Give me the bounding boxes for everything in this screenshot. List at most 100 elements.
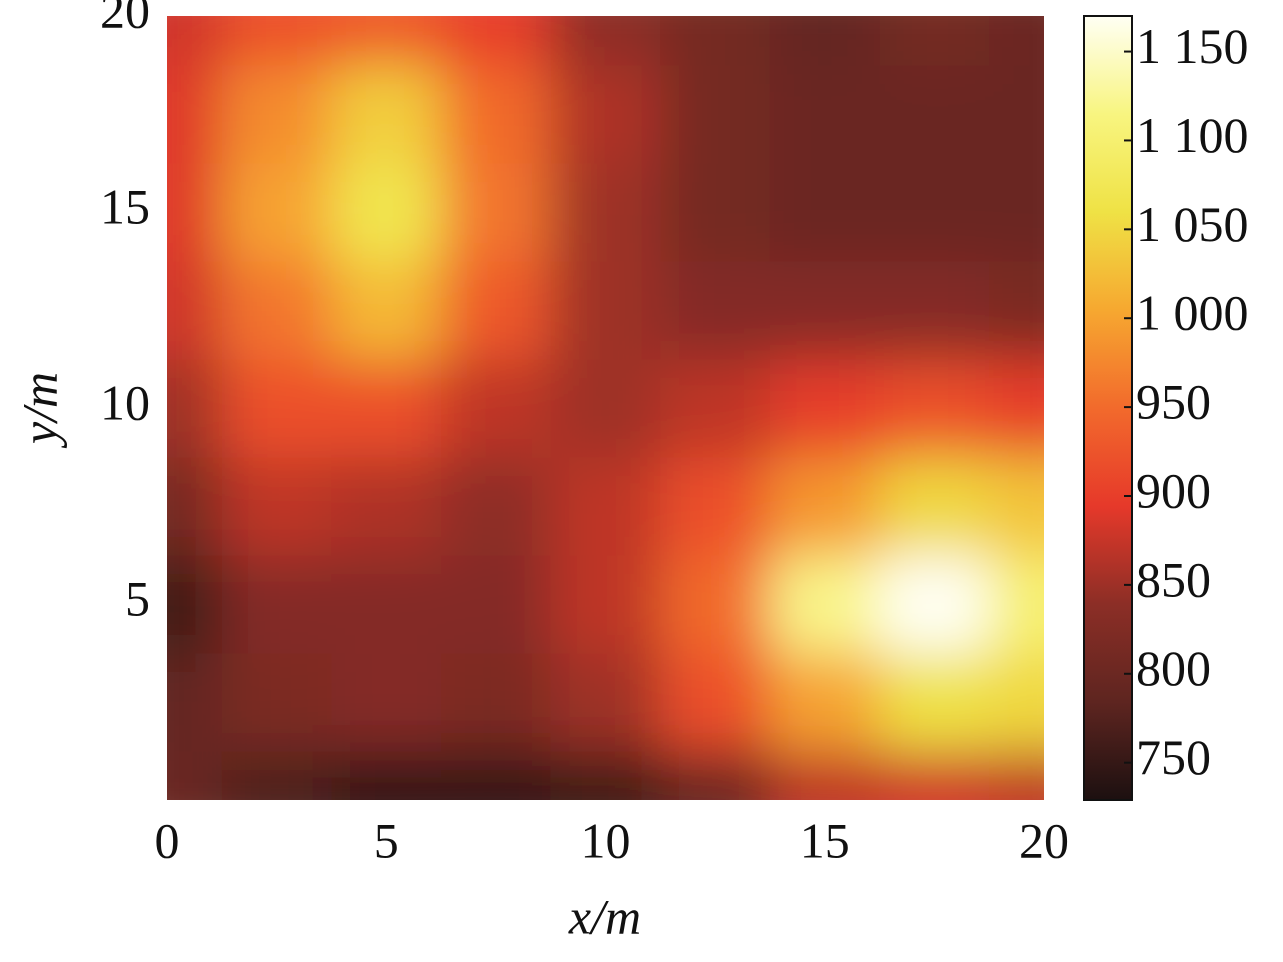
heat-cell xyxy=(167,653,223,752)
colorbar-tick-label: 850 xyxy=(1136,551,1211,607)
heat-cell xyxy=(441,16,552,66)
colorbar-tick-label: 750 xyxy=(1136,729,1211,785)
colorbar-tick-label: 1 050 xyxy=(1136,196,1249,252)
heat-cell xyxy=(660,457,771,556)
heat-cell xyxy=(989,261,1044,360)
heat-cell xyxy=(879,751,990,800)
heat-cell xyxy=(550,751,661,800)
heat-cell xyxy=(769,65,881,164)
heat-cell xyxy=(441,751,552,800)
heat-cell xyxy=(550,555,661,654)
heat-cell xyxy=(769,653,881,752)
heat-cell xyxy=(221,65,332,164)
heatmap xyxy=(167,16,1044,800)
heat-cell xyxy=(660,16,771,66)
heat-cell xyxy=(769,555,881,654)
heat-cell xyxy=(769,261,881,360)
heat-cell xyxy=(660,555,771,654)
heat-cell xyxy=(989,653,1044,752)
heat-cell xyxy=(441,457,552,556)
heat-cell xyxy=(441,555,552,654)
heat-cell xyxy=(331,359,442,458)
x-tick-label: 5 xyxy=(374,812,399,868)
y-tick-label: 15 xyxy=(100,178,150,234)
colorbar-tick-label: 950 xyxy=(1136,374,1211,430)
heat-cell xyxy=(879,653,990,752)
heat-cell xyxy=(331,653,442,752)
heat-cell xyxy=(167,457,223,556)
x-tick-label: 0 xyxy=(155,812,180,868)
plot-area xyxy=(167,16,1044,800)
heat-cell xyxy=(221,457,332,556)
colorbar-tick-label: 800 xyxy=(1136,640,1211,696)
y-axis-label: y/m xyxy=(11,372,67,449)
x-axis-label: x/m xyxy=(568,888,641,944)
heat-cell xyxy=(441,65,552,164)
heat-cell xyxy=(989,555,1044,654)
y-tick-label: 5 xyxy=(125,570,150,626)
heat-cell xyxy=(769,359,881,458)
colorbar-tick-label: 1 150 xyxy=(1136,18,1249,74)
y-tick-label: 20 xyxy=(100,0,150,38)
heat-cell xyxy=(441,653,552,752)
heat-cell xyxy=(221,261,332,360)
heat-cell xyxy=(879,163,990,262)
heat-cell xyxy=(221,359,332,458)
heat-cell xyxy=(441,261,552,360)
x-tick-label: 20 xyxy=(1019,812,1069,868)
heat-cell xyxy=(221,16,332,66)
colorbar-tick-label: 900 xyxy=(1136,462,1211,518)
heat-cell xyxy=(550,163,661,262)
heat-cell xyxy=(550,16,661,66)
heat-cell xyxy=(331,261,442,360)
heat-cell xyxy=(550,653,661,752)
heat-cell xyxy=(221,653,332,752)
heat-cell xyxy=(660,261,771,360)
heat-cell xyxy=(167,751,223,800)
heat-cell xyxy=(331,751,442,800)
heat-cell xyxy=(221,555,332,654)
heat-cell xyxy=(441,359,552,458)
heat-cell xyxy=(989,359,1044,458)
heat-cell xyxy=(879,359,990,458)
colorbar-tick-label: 1 000 xyxy=(1136,285,1249,341)
heat-cell xyxy=(769,16,881,66)
heat-cell xyxy=(221,751,332,800)
heat-cell xyxy=(167,261,223,360)
heat-cell xyxy=(441,163,552,262)
heat-cell xyxy=(989,163,1044,262)
heat-cell xyxy=(989,65,1044,164)
heat-cell xyxy=(167,163,223,262)
heat-cell xyxy=(167,16,223,66)
heat-cell xyxy=(879,65,990,164)
heat-cell xyxy=(769,751,881,800)
heat-cell xyxy=(167,65,223,164)
heat-cell xyxy=(879,555,990,654)
heat-cell xyxy=(769,457,881,556)
colorbar-tick-label: 1 100 xyxy=(1136,107,1249,163)
heat-cell xyxy=(167,359,223,458)
heat-cell xyxy=(550,359,661,458)
heat-cell xyxy=(331,163,442,262)
heat-cell xyxy=(550,457,661,556)
heat-cell xyxy=(989,457,1044,556)
heat-cell xyxy=(769,163,881,262)
heat-cell xyxy=(550,65,661,164)
heat-cell xyxy=(331,555,442,654)
heat-cell xyxy=(660,65,771,164)
heat-cell xyxy=(331,16,442,66)
heat-cell xyxy=(879,16,990,66)
heat-cell xyxy=(989,16,1044,66)
x-tick-label: 10 xyxy=(581,812,631,868)
heat-cell xyxy=(660,163,771,262)
heat-cell xyxy=(550,261,661,360)
heat-cell xyxy=(167,555,223,654)
heat-cell xyxy=(989,751,1044,800)
heat-cell xyxy=(879,261,990,360)
heat-cell xyxy=(221,163,332,262)
heat-cell xyxy=(331,457,442,556)
heat-cell xyxy=(660,751,771,800)
heat-cell xyxy=(879,457,990,556)
